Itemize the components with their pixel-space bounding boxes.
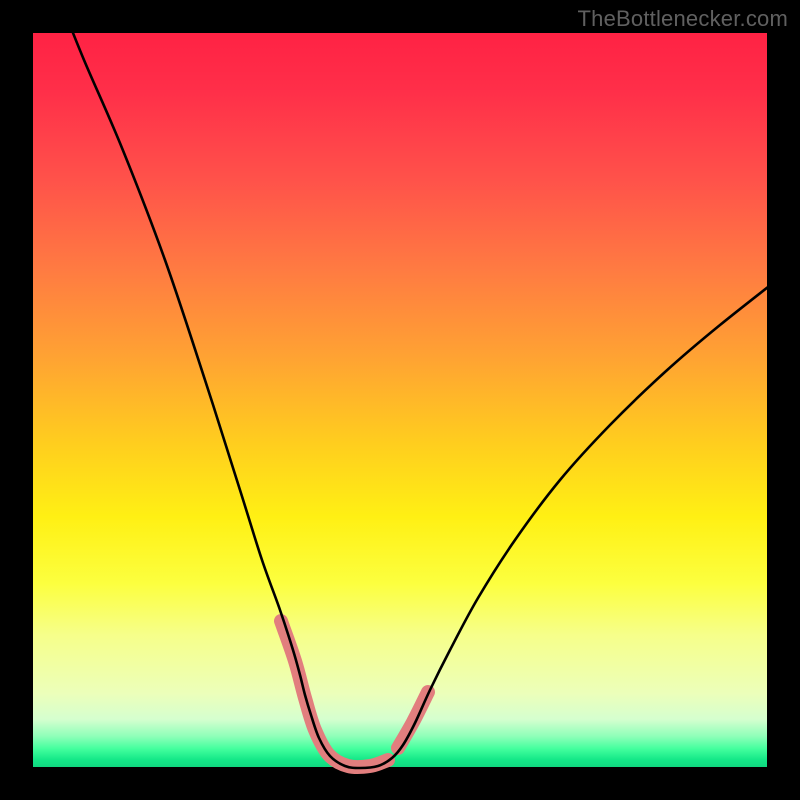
stage: TheBottlenecker.com: [0, 0, 800, 800]
watermark-label: TheBottlenecker.com: [578, 6, 788, 32]
gradient-plot-area: [33, 33, 767, 767]
